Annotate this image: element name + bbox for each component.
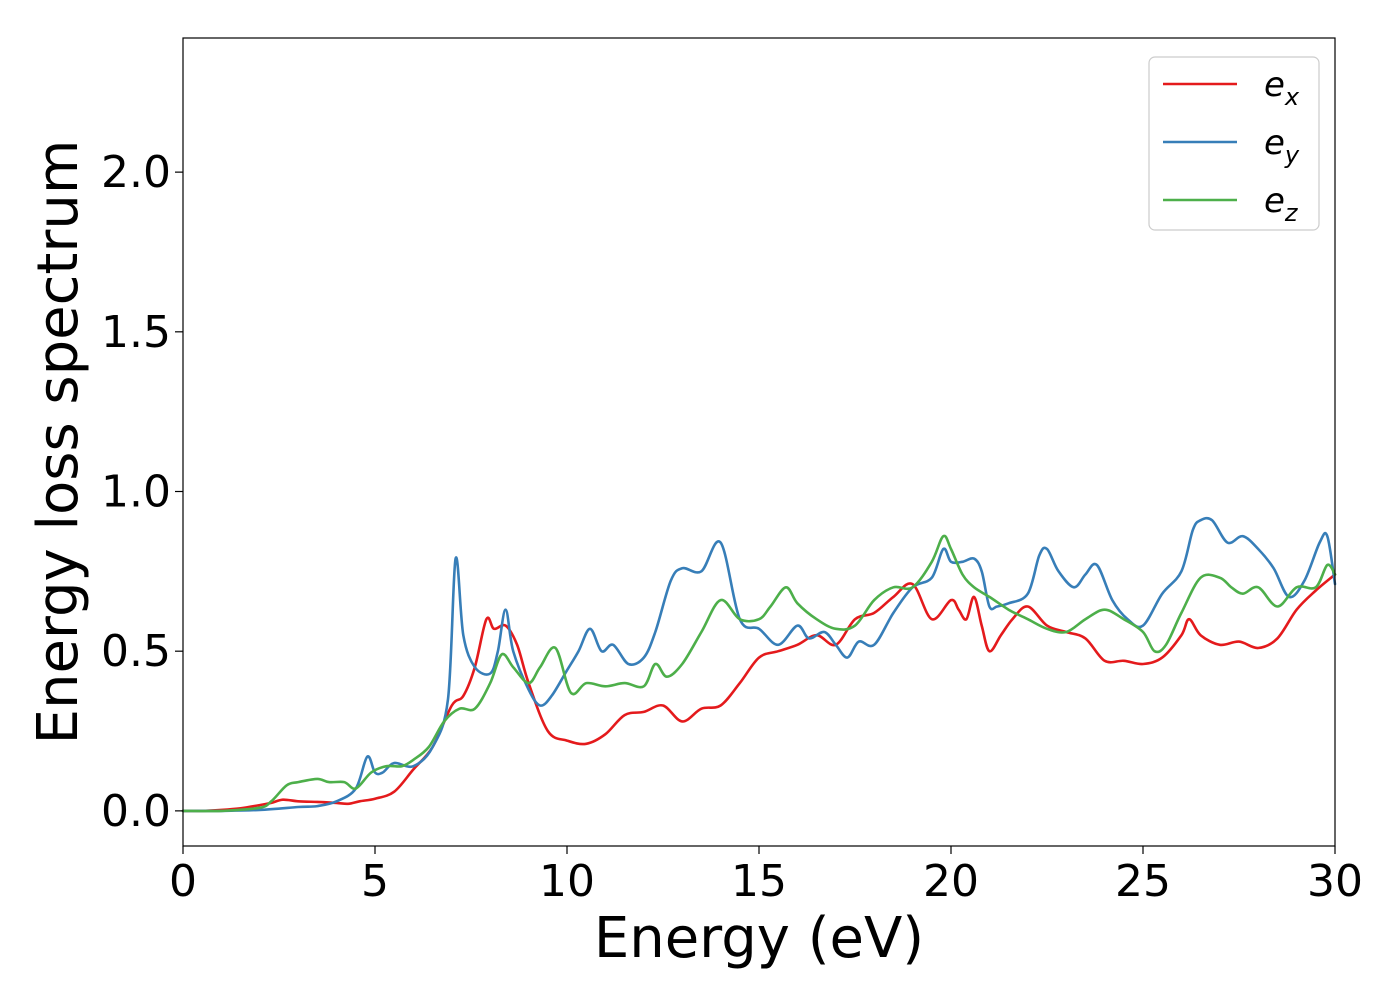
x-axis: 0 5 10 15 20 25 30 — [169, 846, 1363, 907]
y-tick-label: 2.0 — [101, 147, 171, 198]
series-layer — [181, 516, 1337, 813]
legend-box — [1148, 56, 1320, 231]
series-line-e-z — [181, 534, 1337, 813]
legend-label-main: e — [1264, 181, 1285, 221]
x-tick-label: 0 — [169, 856, 197, 907]
series-line-e-y — [181, 516, 1337, 813]
y-tick-label: 0.5 — [101, 626, 171, 677]
legend-label-e-x: ex — [1264, 65, 1300, 111]
legend-label-subscript: x — [1284, 83, 1300, 111]
x-tick-label: 30 — [1307, 856, 1363, 907]
legend-label-main: e — [1264, 123, 1285, 163]
x-tick-label: 10 — [539, 856, 595, 907]
x-tick-label: 20 — [923, 856, 979, 907]
x-axis-title: Energy (eV) — [594, 906, 924, 971]
plot-background — [183, 38, 1335, 846]
legend-label-subscript: y — [1284, 141, 1300, 169]
y-axis-title: Energy loss spectrum — [26, 140, 91, 745]
x-tick-label: 25 — [1115, 856, 1171, 907]
x-tick-label: 5 — [361, 856, 389, 907]
legend-label-main: e — [1264, 65, 1285, 105]
series-line-e-x — [181, 573, 1337, 813]
x-tick-label: 15 — [731, 856, 787, 907]
y-axis: 0.0 0.5 1.0 1.5 2.0 — [101, 147, 183, 837]
legend-label-e-y: ey — [1264, 123, 1300, 169]
y-tick-label: 1.5 — [101, 307, 171, 358]
y-tick-label: 1.0 — [101, 467, 171, 518]
y-tick-label: 0.0 — [101, 786, 171, 837]
legend-label-subscript: z — [1284, 199, 1299, 227]
legend-label-e-z: ez — [1264, 181, 1299, 227]
